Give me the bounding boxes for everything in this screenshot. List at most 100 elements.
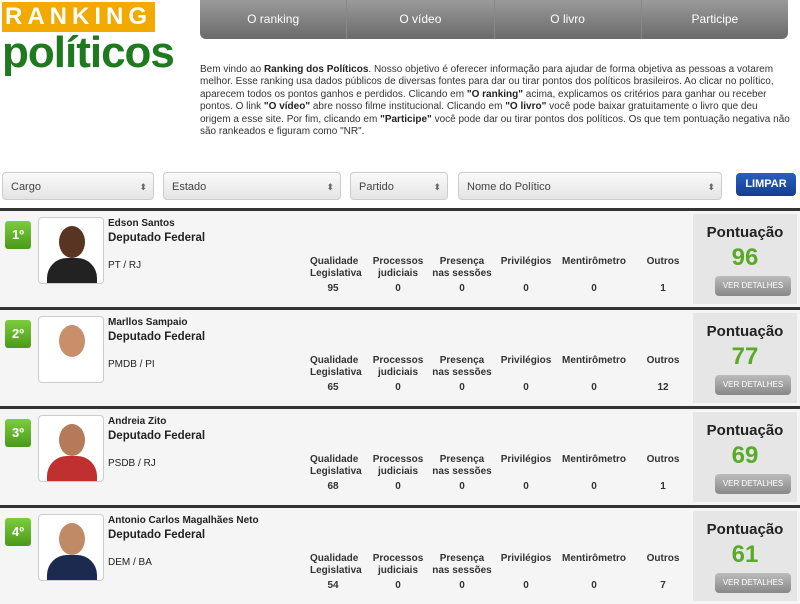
- politician-name[interactable]: Antonio Carlos Magalhães Neto: [108, 515, 259, 526]
- cargo-select[interactable]: Cargo ⬍: [2, 172, 154, 200]
- logo-politicos[interactable]: políticos: [2, 28, 175, 77]
- partido-select[interactable]: Partido ⬍: [350, 172, 448, 200]
- nav-o-ranking[interactable]: O ranking: [200, 0, 348, 39]
- stat-value: 68: [327, 481, 339, 492]
- politician-photo[interactable]: [38, 514, 104, 581]
- stat-header: Mentirômetro: [562, 553, 626, 564]
- stat-header: Outros: [646, 454, 680, 465]
- logo-ranking[interactable]: RANKING: [2, 2, 155, 32]
- stat-column: Mentirômetro 0: [558, 454, 630, 492]
- stat-value: 0: [523, 382, 529, 393]
- score-label: Pontuação: [706, 323, 784, 340]
- stat-column: Outros 7: [640, 553, 686, 591]
- stat-value: 0: [591, 580, 597, 591]
- stat-column: Qualidade Legislativa 54: [310, 553, 362, 591]
- stat-column: Mentirômetro 0: [558, 256, 630, 294]
- intro-bold: "Participe": [380, 113, 432, 125]
- ver-detalhes-button[interactable]: VER DETALHES: [715, 573, 791, 593]
- stat-value: 54: [327, 580, 339, 591]
- politician-name[interactable]: Marllos Sampaio: [108, 317, 188, 328]
- stat-value: 12: [657, 382, 669, 393]
- stat-header: Outros: [646, 256, 680, 267]
- intro-bold: "O ranking": [466, 88, 524, 100]
- politician-card[interactable]: 1º Edson Santos Deputado Federal PT / RJ…: [0, 208, 800, 307]
- updown-arrows-icon: ⬍: [326, 182, 334, 192]
- politician-name[interactable]: Edson Santos: [108, 218, 175, 229]
- score-panel: Pontuação 77 VER DETALHES: [693, 313, 797, 403]
- stat-value: 0: [395, 580, 401, 591]
- intro-part: Bem vindo ao: [200, 64, 264, 75]
- intro-part: . Nosso objetivo é oferecer informação p…: [200, 64, 774, 100]
- stat-header: Processos judiciais: [372, 256, 424, 279]
- politician-card[interactable]: 3º Andreia Zito Deputado Federal PSDB / …: [0, 406, 800, 505]
- stat-header: Privilégios: [500, 454, 552, 465]
- nav-o-video[interactable]: O vídeo: [347, 0, 495, 39]
- stat-header: Outros: [646, 553, 680, 564]
- stat-column: Mentirômetro 0: [558, 355, 630, 393]
- stat-column: Qualidade Legislativa 95: [310, 256, 362, 294]
- ver-detalhes-button[interactable]: VER DETALHES: [715, 474, 791, 494]
- stat-column: Mentirômetro 0: [558, 553, 630, 591]
- nome-select[interactable]: Nome do Político ⬍: [458, 172, 722, 200]
- stat-header: Mentirômetro: [562, 355, 626, 366]
- politician-photo[interactable]: [38, 316, 104, 383]
- stat-value: 65: [327, 382, 339, 393]
- partido-select-label: Partido: [359, 181, 394, 193]
- intro-bold: "O vídeo": [263, 101, 311, 113]
- limpar-button[interactable]: LIMPAR: [736, 173, 796, 196]
- rank-badge: 3º: [5, 419, 31, 447]
- stat-column: Outros 1: [640, 454, 686, 492]
- stat-value: 1: [660, 283, 666, 294]
- ver-detalhes-button[interactable]: VER DETALHES: [715, 276, 791, 296]
- politician-name[interactable]: Andreia Zito: [108, 416, 167, 427]
- nome-select-label: Nome do Político: [467, 181, 551, 193]
- intro-part: abre nosso filme institucional. Clicando…: [310, 101, 506, 113]
- stat-value: 0: [459, 580, 465, 591]
- stat-column: Privilégios 0: [498, 454, 554, 492]
- score-panel: Pontuação 96 VER DETALHES: [693, 214, 797, 304]
- stat-header: Outros: [646, 355, 680, 366]
- nav-participe[interactable]: Participe: [691, 12, 739, 26]
- score-label: Pontuação: [706, 224, 784, 241]
- stat-column: Presença nas sessões 0: [430, 256, 494, 294]
- cargo-select-label: Cargo: [11, 181, 41, 193]
- stat-value: 0: [395, 283, 401, 294]
- stat-value: 0: [459, 382, 465, 393]
- score-value: 61: [731, 541, 759, 568]
- politician-card[interactable]: 4º Antonio Carlos Magalhães Neto Deputad…: [0, 505, 800, 604]
- score-panel: Pontuação 69 VER DETALHES: [693, 412, 797, 502]
- stat-column: Privilégios 0: [498, 256, 554, 294]
- stat-column: Outros 12: [640, 355, 686, 393]
- stat-header: Presença nas sessões: [432, 553, 492, 576]
- ver-detalhes-button[interactable]: VER DETALHES: [715, 375, 791, 395]
- stat-column: Processos judiciais 0: [368, 454, 428, 492]
- stat-header: Presença nas sessões: [432, 355, 492, 378]
- stat-column: Processos judiciais 0: [368, 553, 428, 591]
- stat-value: 1: [660, 481, 666, 492]
- politician-role: Deputado Federal: [108, 529, 206, 541]
- stat-header: Qualidade Legislativa: [310, 355, 362, 378]
- politician-card[interactable]: 2º Marllos Sampaio Deputado Federal PMDB…: [0, 307, 800, 406]
- estado-select-label: Estado: [172, 181, 207, 193]
- score-value: 96: [731, 244, 759, 271]
- stat-header: Processos judiciais: [372, 553, 424, 576]
- stat-header: Processos judiciais: [372, 454, 424, 477]
- intro-bold: "O livro": [505, 101, 547, 113]
- stat-value: 0: [591, 283, 597, 294]
- updown-arrows-icon: ⬍: [707, 182, 715, 192]
- politician-photo[interactable]: [38, 217, 104, 284]
- rank-badge: 4º: [5, 518, 31, 546]
- stat-column: Processos judiciais 0: [368, 355, 428, 393]
- stat-value: 0: [591, 481, 597, 492]
- intro-text: Bem vindo ao Ranking dos Políticos. Noss…: [200, 64, 790, 138]
- stat-value: 0: [459, 283, 465, 294]
- politician-photo[interactable]: [38, 415, 104, 482]
- score-label: Pontuação: [706, 422, 784, 439]
- nav-o-livro[interactable]: O livro: [495, 0, 642, 39]
- estado-select[interactable]: Estado ⬍: [163, 172, 341, 200]
- stat-header: Privilégios: [500, 553, 552, 564]
- intro-part: acima, explicamos os critérios para ganh…: [200, 88, 767, 113]
- score-value: 77: [731, 343, 759, 370]
- stat-header: Qualidade Legislativa: [310, 553, 362, 576]
- stat-header: Processos judiciais: [372, 355, 424, 378]
